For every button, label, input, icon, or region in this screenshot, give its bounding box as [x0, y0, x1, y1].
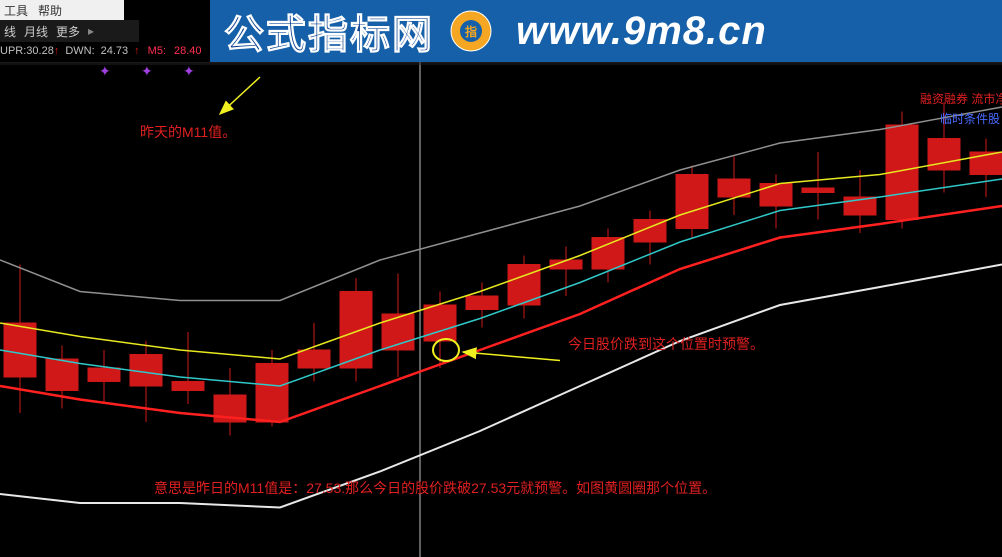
tab-arrow-icon[interactable]: ▸: [88, 24, 94, 38]
tab-month[interactable]: 月线: [24, 23, 48, 40]
watermark-banner: 公式指标网 指 www.9m8.cn: [210, 0, 1002, 62]
banner-logo-icon: 指: [450, 10, 492, 52]
svg-text:指: 指: [465, 24, 477, 39]
upr-label: UPR:: [0, 45, 26, 57]
tab-line[interactable]: 线: [4, 23, 16, 40]
m5-label: M5:: [148, 45, 166, 57]
svg-text:✦: ✦: [141, 63, 153, 79]
menu-bar: 工具 帮助: [0, 0, 124, 20]
upr-value: 30.28: [26, 45, 54, 57]
svg-text:✦: ✦: [183, 63, 195, 79]
svg-text:✦: ✦: [99, 63, 111, 79]
annotation-m11: 昨天的M11值。: [140, 122, 236, 142]
indicator-readout: UPR: 30.28↑ DWN: 24.73↑ M5: 28.40: [0, 42, 210, 60]
timeframe-tabs: 线 月线 更多 ▸: [0, 20, 139, 43]
annotation-alert: 今日股价跌到这个位置时预警。: [568, 334, 764, 354]
badge-margin: 融资融券 流市净: [920, 90, 1002, 107]
banner-title: 公式指标网: [224, 2, 434, 60]
menu-tools[interactable]: 工具: [4, 2, 28, 19]
tab-more[interactable]: 更多: [56, 23, 80, 40]
dwn-label: DWN:: [65, 45, 94, 57]
badge-condition: 临时条件股: [940, 110, 1000, 127]
annotation-explain: 意思是昨日的M11值是：27.53.那么今日的股价跌破27.53元就预警。如图黄…: [154, 478, 716, 498]
banner-url: www.9m8.cn: [516, 9, 767, 54]
m5-value: 28.40: [174, 45, 202, 57]
dwn-value: 24.73: [101, 45, 129, 57]
menu-help[interactable]: 帮助: [38, 2, 62, 19]
